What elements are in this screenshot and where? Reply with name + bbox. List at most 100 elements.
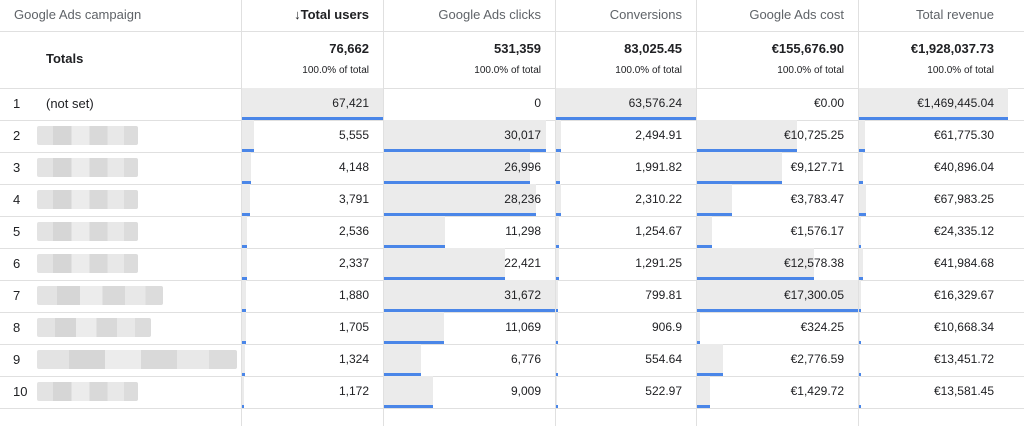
- metric-bar-underline: [859, 277, 864, 280]
- totals-cell: €155,676.90 100.0% of total: [771, 41, 844, 76]
- metric-bar-underline: [697, 213, 733, 216]
- table-row[interactable]: 6 2,337 22,421 1,291.25 €12,578.38 €41,984.68: [0, 248, 1024, 281]
- metric-bar: [859, 248, 864, 280]
- table-row[interactable]: 2 5,555 30,017 2,494.91 €10,725.25 €61,775.30: [0, 120, 1024, 153]
- metric-value: €13,581.45: [933, 384, 994, 398]
- table-row[interactable]: 9 1,324 6,776 554.64 €2,776.59 €13,451.72: [0, 344, 1024, 377]
- table-row[interactable]: 3 4,148 26,996 1,991.82 €9,127.71 €40,896.04: [0, 152, 1024, 185]
- row-index: 5: [13, 224, 21, 239]
- column-divider: [241, 0, 242, 426]
- column-header-campaign[interactable]: Google Ads campaign: [14, 7, 142, 22]
- metric-cell: 1,880: [242, 280, 383, 312]
- metric-cell: 5,555: [242, 120, 383, 152]
- metric-bar-underline: [556, 245, 559, 248]
- metric-bar: [859, 184, 866, 216]
- arrow-down-icon: ↓: [294, 7, 301, 22]
- redacted-campaign-name: [37, 126, 138, 145]
- table-row[interactable]: 8 1,705 11,069 906.9 €324.25 €10,668.34: [0, 312, 1024, 345]
- metric-bar-underline: [859, 245, 862, 248]
- row-index: 10: [13, 384, 28, 399]
- totals-label: Totals: [46, 51, 84, 66]
- row-index: 4: [13, 192, 21, 207]
- metric-bar: [384, 184, 537, 216]
- metric-bar: [697, 312, 701, 344]
- metric-bar-underline: [859, 149, 866, 152]
- row-index: 1: [13, 96, 21, 111]
- table-row[interactable]: 4 3,791 28,236 2,310.22 €3,783.47 €67,983.25: [0, 184, 1024, 217]
- metric-bar-underline: [556, 341, 558, 344]
- column-header-ads-clicks[interactable]: Google Ads clicks: [438, 7, 541, 22]
- metric-cell: €324.25: [697, 312, 858, 344]
- totals-row: Totals 76,662 100.0% of total 531,359 10…: [0, 31, 1024, 89]
- metric-value: €10,668.34: [933, 320, 994, 334]
- metric-bar: [697, 152, 782, 184]
- metric-value: 1,254.67: [635, 224, 682, 238]
- metric-value: 5,555: [338, 128, 369, 142]
- metric-bar-underline: [859, 213, 866, 216]
- column-header-ads-cost[interactable]: Google Ads cost: [749, 7, 844, 22]
- metric-bar-underline: [697, 149, 797, 152]
- metric-bar-underline: [859, 341, 861, 344]
- redacted-campaign-name: [37, 190, 138, 209]
- totals-cell: 83,025.45 100.0% of total: [615, 41, 682, 76]
- metric-value: €10,725.25: [783, 128, 844, 142]
- metric-bar-underline: [859, 181, 864, 184]
- totals-cell: €1,928,037.73 100.0% of total: [910, 41, 994, 76]
- metric-value: 22,421: [504, 256, 541, 270]
- column-header-conversions[interactable]: Conversions: [609, 7, 682, 22]
- metric-value: €61,775.30: [933, 128, 994, 142]
- metric-cell: €13,581.45: [859, 376, 1008, 408]
- metric-bar: [556, 216, 559, 248]
- metric-bar-underline: [384, 213, 537, 216]
- metric-bar: [556, 152, 561, 184]
- table-row[interactable]: 5 2,536 11,298 1,254.67 €1,576.17 €24,335.12: [0, 216, 1024, 249]
- metric-cell: €13,451.72: [859, 344, 1008, 376]
- column-header-total-revenue[interactable]: Total revenue: [915, 7, 994, 22]
- metric-cell: €9,127.71: [697, 152, 858, 184]
- column-divider: [383, 0, 384, 426]
- metric-bar-underline: [697, 341, 701, 344]
- row-index: 6: [13, 256, 21, 271]
- metric-bar: [859, 312, 861, 344]
- table-row[interactable]: 1 (not set) 67,421 0 63,576.24 €0.00 €1,469,44…: [0, 88, 1024, 121]
- metric-cell: €2,776.59: [697, 344, 858, 376]
- redacted-campaign-name: [37, 286, 163, 305]
- metric-bar: [556, 184, 562, 216]
- table-row[interactable]: 7 1,880 31,672 799.81 €17,300.05 €16,329.67: [0, 280, 1024, 313]
- metric-bar-underline: [242, 373, 245, 376]
- metric-value: €17,300.05: [783, 288, 844, 302]
- metric-cell: 63,576.24: [556, 88, 696, 120]
- campaign-name[interactable]: (not set): [46, 96, 94, 111]
- metric-bar: [556, 344, 558, 376]
- metric-bar-underline: [242, 181, 251, 184]
- metric-bar: [859, 280, 861, 312]
- redacted-campaign-name: [37, 382, 138, 401]
- column-divider: [696, 0, 697, 426]
- metric-cell: 1,291.25: [556, 248, 696, 280]
- metric-cell: 67,421: [242, 88, 383, 120]
- metric-value: 4,148: [338, 160, 369, 174]
- metric-value: 1,705: [338, 320, 369, 334]
- metric-value: 906.9: [651, 320, 682, 334]
- column-header-total-users[interactable]: ↓Total users: [294, 7, 369, 22]
- metric-value: 31,672: [504, 288, 541, 302]
- metric-cell: €17,300.05: [697, 280, 858, 312]
- metric-cell: 2,494.91: [556, 120, 696, 152]
- metric-bar: [384, 280, 555, 312]
- metric-bar-underline: [384, 181, 530, 184]
- metric-bar: [556, 88, 696, 120]
- metric-bar-underline: [556, 373, 558, 376]
- metric-value: 554.64: [645, 352, 682, 366]
- metric-cell: 4,148: [242, 152, 383, 184]
- metric-bar-underline: [242, 213, 250, 216]
- totals-cell: 531,359 100.0% of total: [474, 41, 541, 76]
- row-index: 7: [13, 288, 21, 303]
- metric-bar: [859, 376, 861, 408]
- table-row[interactable]: 10 1,172 9,009 522.97 €1,429.72 €13,581.45: [0, 376, 1024, 409]
- metric-bar-underline: [242, 245, 248, 248]
- metric-bar: [697, 120, 797, 152]
- metric-value: 2,536: [338, 224, 369, 238]
- redacted-campaign-name: [37, 222, 138, 241]
- metric-value: €1,469,445.04: [917, 96, 994, 110]
- metric-value: €3,783.47: [790, 192, 844, 206]
